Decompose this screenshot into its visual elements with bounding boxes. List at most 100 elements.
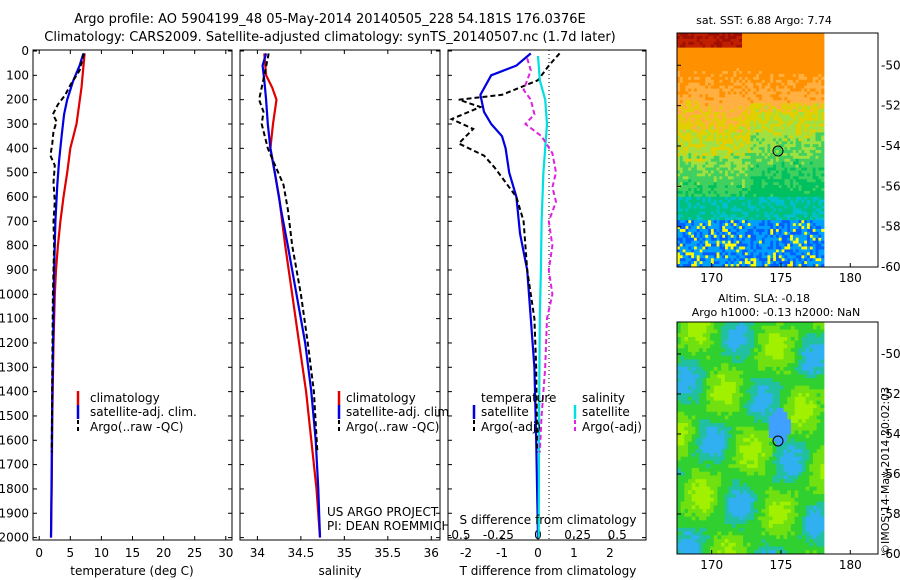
map-cell [688, 94, 692, 98]
map-cell [767, 167, 771, 171]
map-cell [744, 237, 749, 242]
map-cell [773, 217, 777, 221]
map-cell [727, 199, 732, 204]
map-cell [775, 82, 780, 87]
map-cell [812, 325, 818, 330]
map-cell [790, 103, 794, 107]
map-cell [710, 62, 715, 66]
map-cell [727, 152, 732, 157]
map-cell [730, 208, 734, 212]
map-cell [747, 56, 751, 60]
map-cell [705, 68, 709, 72]
map-cell [742, 150, 746, 154]
map-cell [691, 173, 695, 177]
map-cell [761, 185, 766, 189]
map-cell [821, 82, 825, 87]
map-cell [708, 71, 712, 75]
map-cell [779, 363, 784, 368]
map-cell [784, 155, 788, 160]
map-cell [807, 56, 811, 60]
map-cell [756, 243, 760, 247]
map-cell [809, 208, 814, 212]
map-cell [691, 190, 695, 195]
map-cell [804, 258, 808, 262]
map-cell [812, 47, 816, 51]
map-cell [790, 246, 794, 250]
map-cell [758, 109, 763, 113]
map-cell [696, 240, 701, 244]
map-cell [775, 217, 780, 221]
map-cell [804, 217, 808, 221]
map-cell [719, 76, 723, 81]
map-cell [794, 370, 799, 375]
map-cell [699, 344, 704, 349]
map-cell [677, 179, 681, 183]
map-cell [807, 85, 811, 89]
map-cell [756, 62, 760, 66]
map-cell [804, 33, 808, 37]
map-cell [795, 144, 799, 148]
map-cell [753, 50, 757, 54]
map-cell [790, 50, 794, 54]
map-cell [798, 91, 802, 95]
map-cell [773, 164, 777, 168]
map-cell [809, 41, 814, 46]
map-cell [705, 135, 709, 139]
map-cell [710, 68, 715, 72]
map-cell [801, 47, 805, 51]
map-cell [775, 94, 780, 98]
map-cell [730, 223, 734, 227]
map-cell [744, 190, 749, 195]
map-cell [699, 205, 703, 209]
map-cell [787, 33, 791, 37]
map-cell [710, 161, 715, 166]
map-cell [801, 185, 805, 189]
map-cell [795, 109, 799, 113]
map-cell [773, 161, 777, 166]
map-cell [679, 35, 684, 40]
map-cell [792, 261, 797, 265]
map-cell [778, 144, 782, 148]
map-cell [716, 94, 720, 98]
map-cell [693, 164, 698, 168]
map-cell [725, 114, 729, 119]
map-cell [818, 73, 822, 78]
legend-label-satellite: satellite-adj. clim. [346, 405, 453, 419]
map-cell [790, 91, 794, 95]
map-cell [792, 132, 797, 136]
map-cell [727, 228, 732, 233]
map-cell [773, 190, 777, 195]
map-cell [744, 33, 749, 37]
map-cell [750, 211, 754, 215]
map-cell [775, 38, 780, 43]
map-cell [685, 59, 689, 63]
map-cell [816, 329, 821, 334]
map-cell [710, 196, 715, 201]
map-cell [696, 226, 701, 230]
map-cell [758, 173, 763, 177]
map-cell [708, 161, 712, 166]
map-cell [699, 182, 703, 186]
map-cell [706, 351, 711, 357]
map-cell [790, 94, 794, 98]
map-cell [677, 79, 681, 84]
map-cell [702, 199, 706, 204]
map-cell [778, 123, 782, 127]
map-cell [693, 231, 698, 236]
map-cell [779, 333, 784, 338]
map-cell [753, 85, 757, 89]
map-cell [691, 152, 695, 157]
map-cell [736, 59, 740, 63]
map-cell [770, 252, 774, 256]
map-cell [761, 150, 766, 154]
map-cell [699, 258, 703, 262]
map-cell [699, 106, 703, 110]
map-cell [736, 152, 740, 157]
map-cell [757, 348, 762, 353]
map-cell [699, 208, 703, 212]
map-cell [778, 91, 782, 95]
map-cell [695, 374, 700, 379]
map-cell [708, 141, 712, 145]
map-cell [815, 167, 819, 171]
map-cell [682, 109, 686, 113]
